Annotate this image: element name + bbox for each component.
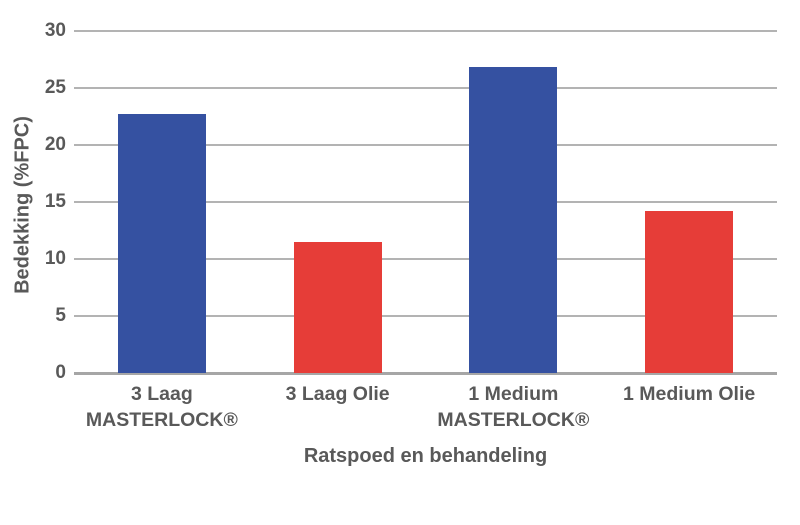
gridline xyxy=(74,30,777,32)
y-tick-label: 25 xyxy=(44,77,66,98)
y-tick-label: 10 xyxy=(44,248,66,269)
gridline xyxy=(74,201,777,203)
x-category-label: 1 Medium MASTERLOCK® xyxy=(418,381,608,433)
x-category-label-line: 1 Medium Olie xyxy=(623,383,756,405)
x-category-label-line: 1 Medium xyxy=(468,383,559,405)
gridline xyxy=(74,87,777,89)
y-tick-label: 20 xyxy=(44,134,66,155)
x-category-label: 1 Medium Olie xyxy=(594,381,784,407)
gridline xyxy=(74,315,777,317)
bar-1 xyxy=(117,114,206,373)
y-tick-label: 5 xyxy=(55,305,66,326)
x-category-label-line: 3 Laag xyxy=(130,383,193,405)
x-axis-line xyxy=(74,372,777,375)
x-category-label-line: MASTERLOCK® xyxy=(85,409,238,431)
gridline xyxy=(74,144,777,146)
x-category-label: 3 Laag Olie xyxy=(243,381,433,407)
bar-3 xyxy=(469,67,558,373)
bar-4 xyxy=(645,211,734,373)
x-axis-title: Ratspoed en behandeling xyxy=(303,445,548,467)
y-tick-label: 15 xyxy=(44,191,66,212)
bar-2 xyxy=(293,241,382,373)
x-category-label-line: MASTERLOCK® xyxy=(437,409,590,431)
y-tick-label: 30 xyxy=(44,20,66,41)
gridline xyxy=(74,258,777,260)
x-category-label-line: 3 Laag Olie xyxy=(285,383,390,405)
x-category-label: 3 Laag MASTERLOCK® xyxy=(67,381,257,433)
y-tick-label: 0 xyxy=(55,362,66,383)
